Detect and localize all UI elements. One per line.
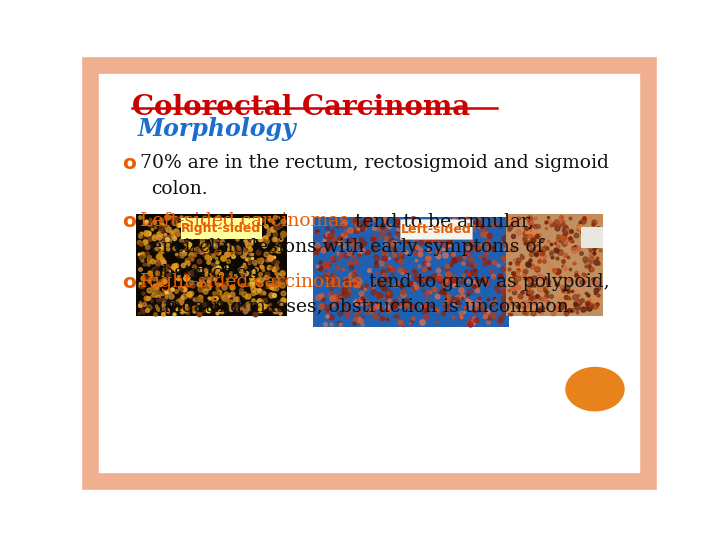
Text: Left-sided carcinomas: Left-sided carcinomas — [140, 212, 349, 231]
Text: encircling lesions with early symptoms of: encircling lesions with early symptoms o… — [151, 238, 544, 256]
Text: fungating masses, obstruction is uncommon.: fungating masses, obstruction is uncommo… — [151, 299, 575, 316]
Text: Morphology: Morphology — [138, 117, 296, 141]
Text: obstruction.: obstruction. — [151, 264, 266, 282]
Text: Left-sided: Left-sided — [400, 222, 472, 235]
FancyBboxPatch shape — [313, 217, 508, 327]
FancyBboxPatch shape — [581, 227, 603, 248]
FancyBboxPatch shape — [136, 214, 287, 316]
Text: tend to be annular,: tend to be annular, — [349, 212, 534, 231]
Text: tend to grow as polypoid,: tend to grow as polypoid, — [363, 273, 609, 291]
Circle shape — [566, 368, 624, 411]
Text: colon.: colon. — [151, 180, 208, 198]
FancyBboxPatch shape — [181, 218, 262, 239]
FancyBboxPatch shape — [400, 219, 472, 239]
Text: o: o — [122, 212, 136, 232]
Text: 70% are in the rectum, rectosigmoid and sigmoid: 70% are in the rectum, rectosigmoid and … — [140, 154, 609, 172]
Text: Right-sided: Right-sided — [181, 222, 261, 235]
FancyBboxPatch shape — [505, 214, 603, 316]
Text: Colorectal Carcinoma: Colorectal Carcinoma — [132, 94, 470, 121]
Text: o: o — [122, 154, 136, 173]
Text: o: o — [122, 273, 136, 292]
Text: Right-sided carcinomas: Right-sided carcinomas — [140, 273, 363, 291]
